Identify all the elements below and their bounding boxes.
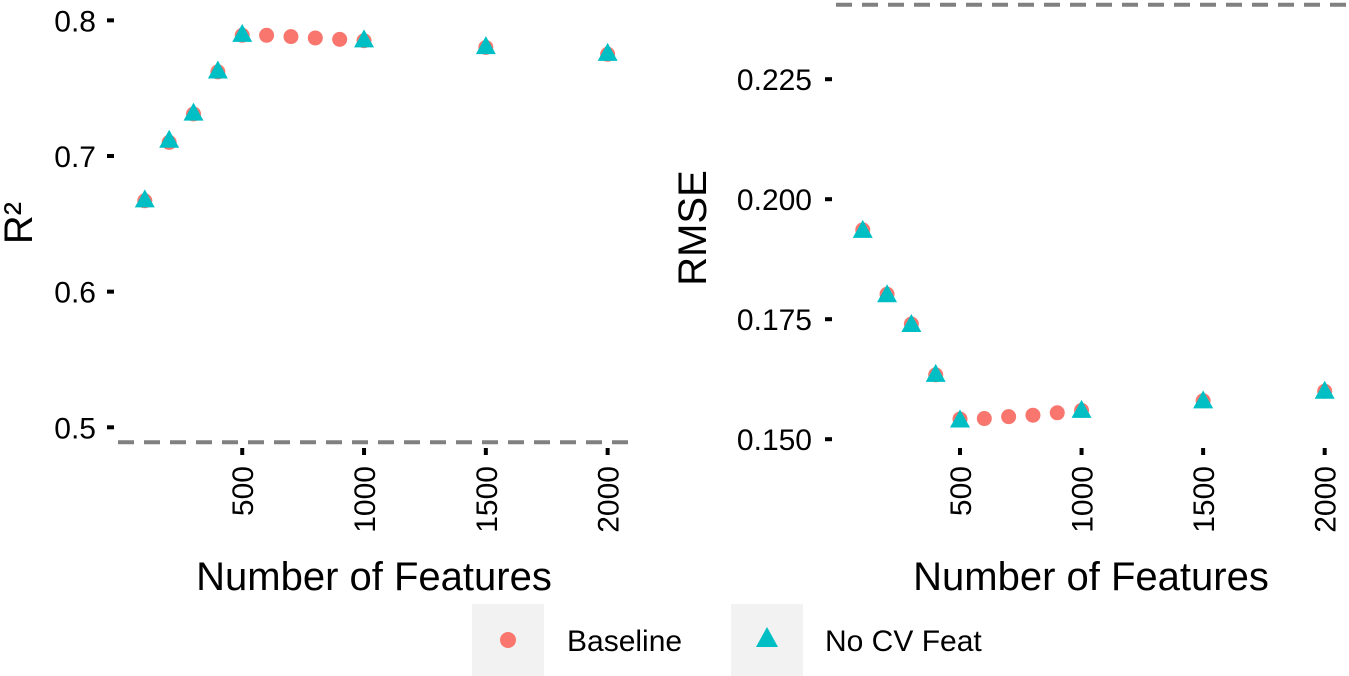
rmse-point-baseline	[1001, 409, 1017, 425]
r2-point-baseline	[332, 31, 348, 47]
rmse-point-no-cv-feat	[1193, 390, 1214, 409]
r2-x-tick-label: 500	[227, 466, 260, 516]
r2-point-no-cv-feat	[354, 29, 375, 48]
rmse-point-baseline	[1025, 407, 1041, 423]
rmse-point-no-cv-feat	[877, 284, 898, 303]
r2-point-baseline	[283, 29, 299, 45]
r2-plot-area: 0.5 0.6 0.7 0.8 500 1000 1500 2000	[54, 5, 632, 533]
rmse-point-no-cv-feat	[852, 219, 873, 238]
legend-marker-no-cv-feat	[756, 627, 778, 647]
r2-point-no-cv-feat	[159, 129, 180, 148]
legend-label-baseline: Baseline	[567, 625, 682, 658]
rmse-y-tick-label: 0.200	[737, 184, 812, 217]
rmse-plot-area: 0.150 0.175 0.200 0.225 500 1000 1500 2000	[737, 2, 1349, 533]
r2-y-tick-label: 0.5	[54, 412, 96, 445]
r2-point-baseline	[307, 30, 323, 46]
rmse-y-tick-label: 0.175	[737, 304, 812, 337]
r2-x-tick-label: 1000	[349, 466, 382, 533]
r2-point-no-cv-feat	[475, 36, 496, 55]
r2-y-tick-label: 0.7	[54, 141, 96, 174]
r2-point-no-cv-feat	[134, 189, 155, 208]
rmse-y-tick-label: 0.225	[737, 64, 812, 97]
rmse-point-no-cv-feat	[949, 409, 970, 428]
r2-point-no-cv-feat	[232, 23, 253, 42]
r2-y-tick-label: 0.6	[54, 277, 96, 310]
r2-point-baseline	[259, 27, 275, 43]
rmse-point-no-cv-feat	[901, 314, 922, 332]
r2-y-axis-title: R²	[0, 202, 41, 244]
rmse-x-tick-label: 500	[945, 466, 978, 516]
rmse-point-baseline	[1049, 405, 1065, 421]
rmse-point-baseline	[976, 411, 992, 427]
r2-x-tick-label: 2000	[593, 466, 626, 533]
rmse-panel: 0.150 0.175 0.200 0.225 500 1000 1500 2000 Numb…	[671, 2, 1349, 599]
rmse-x-tick-label: 1500	[1188, 466, 1221, 533]
legend: Baseline No CV Feat	[472, 604, 982, 676]
legend-label-no-cv-feat: No CV Feat	[825, 625, 982, 658]
rmse-y-tick-label: 0.150	[737, 424, 812, 457]
r2-point-no-cv-feat	[207, 60, 228, 79]
rmse-x-axis-title: Number of Features	[913, 555, 1269, 599]
r2-panel: 0.5 0.6 0.7 0.8 500 1000 1500 2000 Number of Fe…	[0, 5, 632, 599]
r2-point-no-cv-feat	[183, 102, 204, 121]
rmse-point-no-cv-feat	[1314, 380, 1335, 399]
r2-point-no-cv-feat	[597, 42, 618, 61]
rmse-x-tick-label: 2000	[1310, 466, 1343, 533]
legend-marker-baseline	[500, 632, 516, 648]
r2-x-tick-label: 1500	[471, 466, 504, 533]
r2-x-axis-title: Number of Features	[196, 555, 552, 599]
rmse-point-no-cv-feat	[1071, 399, 1092, 418]
rmse-x-tick-label: 1000	[1067, 466, 1100, 533]
r2-y-tick-label: 0.8	[54, 5, 96, 38]
rmse-point-no-cv-feat	[925, 363, 946, 382]
rmse-y-axis-title: RMSE	[671, 170, 715, 286]
